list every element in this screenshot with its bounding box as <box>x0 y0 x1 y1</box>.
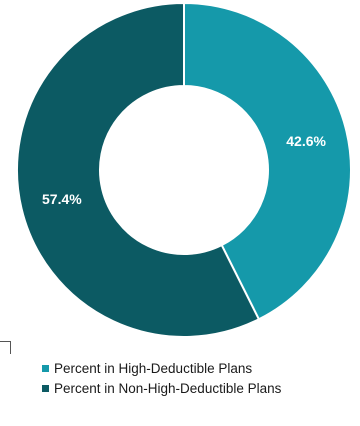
legend-item-high-deductible: Percent in High-Deductible Plans <box>42 358 281 378</box>
chart-legend: Percent in High-Deductible Plans Percent… <box>42 358 281 398</box>
slice-label-non-high-deductible: 57.4% <box>42 191 82 207</box>
corner-mark <box>0 341 11 354</box>
slice-non-high-deductible <box>16 1 261 338</box>
legend-swatch-non-high-deductible <box>42 384 49 392</box>
legend-label-high-deductible: Percent in High-Deductible Plans <box>54 360 253 376</box>
legend-label-non-high-deductible: Percent in Non-High-Deductible Plans <box>54 380 282 396</box>
slice-high-deductible <box>183 1 352 321</box>
legend-swatch-high-deductible <box>42 364 49 372</box>
donut-chart: 42.6% 57.4% <box>16 1 352 338</box>
legend-item-non-high-deductible: Percent in Non-High-Deductible Plans <box>42 378 281 398</box>
slice-label-high-deductible: 42.6% <box>286 133 326 149</box>
